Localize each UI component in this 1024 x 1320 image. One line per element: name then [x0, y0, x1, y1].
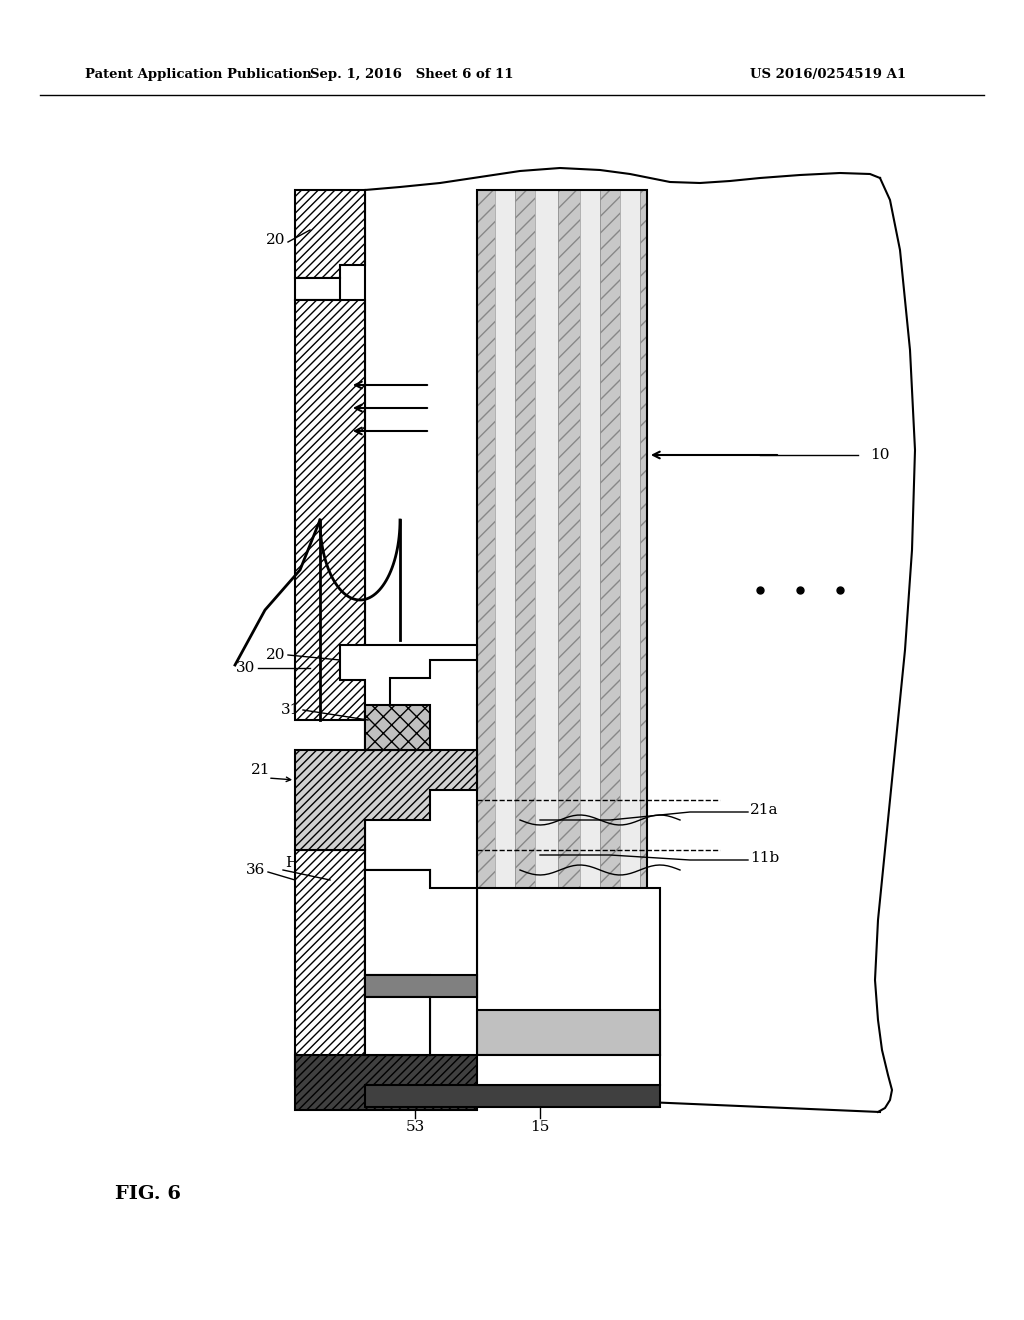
Bar: [365, 997, 430, 1055]
Text: 53: 53: [406, 1119, 425, 1134]
Bar: [640, 190, 647, 1055]
Bar: [365, 870, 430, 1055]
Polygon shape: [295, 190, 365, 279]
Polygon shape: [340, 645, 477, 719]
Polygon shape: [365, 870, 477, 1055]
Bar: [477, 888, 660, 1055]
Bar: [295, 850, 365, 1085]
Bar: [295, 1055, 477, 1110]
Bar: [600, 190, 620, 1055]
Bar: [515, 190, 535, 1055]
Text: 20: 20: [265, 234, 285, 247]
Bar: [477, 190, 647, 1055]
Text: 21: 21: [251, 763, 270, 777]
Bar: [365, 705, 430, 750]
Text: 21a: 21a: [750, 803, 778, 817]
Text: US 2016/0254519 A1: US 2016/0254519 A1: [750, 69, 906, 81]
Text: Sep. 1, 2016   Sheet 6 of 11: Sep. 1, 2016 Sheet 6 of 11: [310, 69, 514, 81]
Text: 10: 10: [870, 447, 890, 462]
Bar: [495, 190, 515, 1055]
Bar: [365, 1085, 660, 1107]
Text: 11b: 11b: [750, 851, 779, 865]
Bar: [477, 1055, 660, 1085]
Bar: [477, 190, 647, 1055]
Bar: [558, 190, 580, 1055]
Text: 30: 30: [236, 661, 255, 675]
Bar: [620, 190, 640, 1055]
Text: 36: 36: [246, 863, 265, 876]
Polygon shape: [295, 750, 477, 850]
Text: 20: 20: [265, 648, 285, 663]
Text: FIG. 6: FIG. 6: [115, 1185, 181, 1203]
Text: 31: 31: [281, 704, 300, 717]
Bar: [477, 190, 495, 1055]
Bar: [365, 975, 477, 997]
Text: 15: 15: [530, 1119, 550, 1134]
Polygon shape: [295, 279, 340, 300]
Text: Patent Application Publication: Patent Application Publication: [85, 69, 311, 81]
Bar: [477, 1010, 660, 1055]
Bar: [535, 190, 558, 1055]
Text: H1: H1: [285, 855, 308, 870]
Bar: [580, 190, 600, 1055]
Bar: [295, 300, 365, 719]
